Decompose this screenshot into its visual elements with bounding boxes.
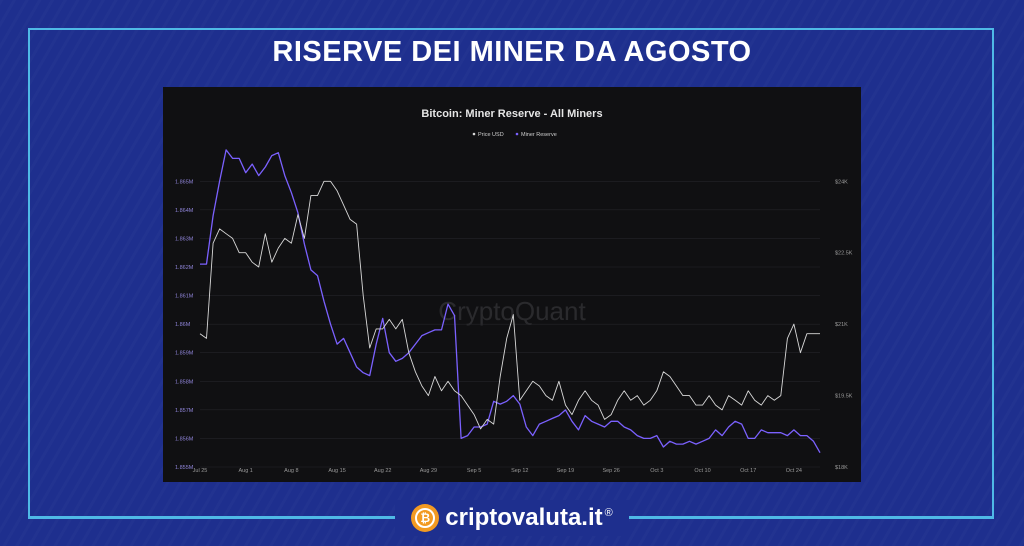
- series-lines: [199, 149, 821, 454]
- x-tick-label: Jul 25: [193, 468, 208, 474]
- x-tick-label: Sep 19: [557, 468, 574, 474]
- chart-title: Bitcoin: Miner Reserve - All Miners: [421, 108, 602, 120]
- legend-label-miner-reserve: Miner Reserve: [521, 132, 557, 138]
- y-left-tick-label: 1.861M: [175, 294, 194, 300]
- legend-marker-price: [472, 132, 476, 136]
- x-tick-label: Sep 12: [511, 468, 528, 474]
- x-tick-label: Aug 1: [238, 468, 252, 474]
- legend-marker-miner-reserve: [515, 132, 519, 136]
- brand-logo: ₿ criptovaluta.it ®: [395, 500, 629, 536]
- x-tick-label: Aug 22: [374, 468, 391, 474]
- y-left-tick-label: 1.865M: [175, 179, 194, 185]
- y-left-tick-label: 1.86M: [175, 322, 191, 328]
- line-chart: Bitcoin: Miner Reserve - All Miners Pric…: [175, 108, 853, 474]
- x-tick-label: Aug 29: [420, 468, 437, 474]
- x-tick-label: Oct 3: [650, 468, 663, 474]
- x-tick-label: Aug 8: [284, 468, 298, 474]
- footer-line-left: [28, 517, 395, 519]
- y-left-tick-label: 1.862M: [175, 265, 194, 271]
- page-title: RISERVE DEI MINER DA AGOSTO: [272, 36, 752, 68]
- y-left-tick-label: 1.858M: [175, 379, 194, 385]
- x-tick-label: Oct 10: [694, 468, 710, 474]
- brand-name: criptovaluta.it: [445, 504, 603, 531]
- registered-mark: ®: [604, 507, 613, 519]
- series-price-usd-line: [199, 180, 820, 430]
- axis-labels: 1.855M 1.856M 1.857M 1.858M 1.859M 1.86M 1.861…: [175, 179, 853, 474]
- y-left-tick-label: 1.864M: [175, 208, 194, 214]
- x-tick-label: Sep 26: [602, 468, 619, 474]
- x-tick-label: Sep 5: [467, 468, 481, 474]
- x-tick-label: Oct 17: [740, 468, 756, 474]
- series-miner-reserve-line: [200, 149, 821, 454]
- y-right-tick-label: $24K: [835, 179, 848, 185]
- y-left-tick-label: 1.859M: [175, 351, 194, 357]
- chart-panel: Bitcoin: Miner Reserve - All Miners Pric…: [163, 87, 861, 482]
- y-left-tick-label: 1.855M: [175, 465, 194, 471]
- y-left-tick-label: 1.856M: [175, 436, 194, 442]
- y-left-tick-label: 1.863M: [175, 236, 194, 242]
- chart-watermark: CryptoQuant: [438, 296, 586, 326]
- x-tick-label: Aug 15: [328, 468, 345, 474]
- y-left-tick-label: 1.857M: [175, 408, 194, 414]
- y-right-tick-label: $22.5K: [835, 251, 853, 257]
- grid-lines: [200, 180, 820, 468]
- x-tick-label: Oct 24: [786, 468, 802, 474]
- y-right-tick-label: $19.5K: [835, 394, 853, 400]
- y-right-tick-label: $21K: [835, 322, 848, 328]
- legend-label-price: Price USD: [478, 132, 504, 138]
- y-right-tick-label: $18K: [835, 465, 848, 471]
- footer-line-right: [629, 517, 994, 519]
- bitcoin-coin-icon: ₿: [411, 504, 440, 532]
